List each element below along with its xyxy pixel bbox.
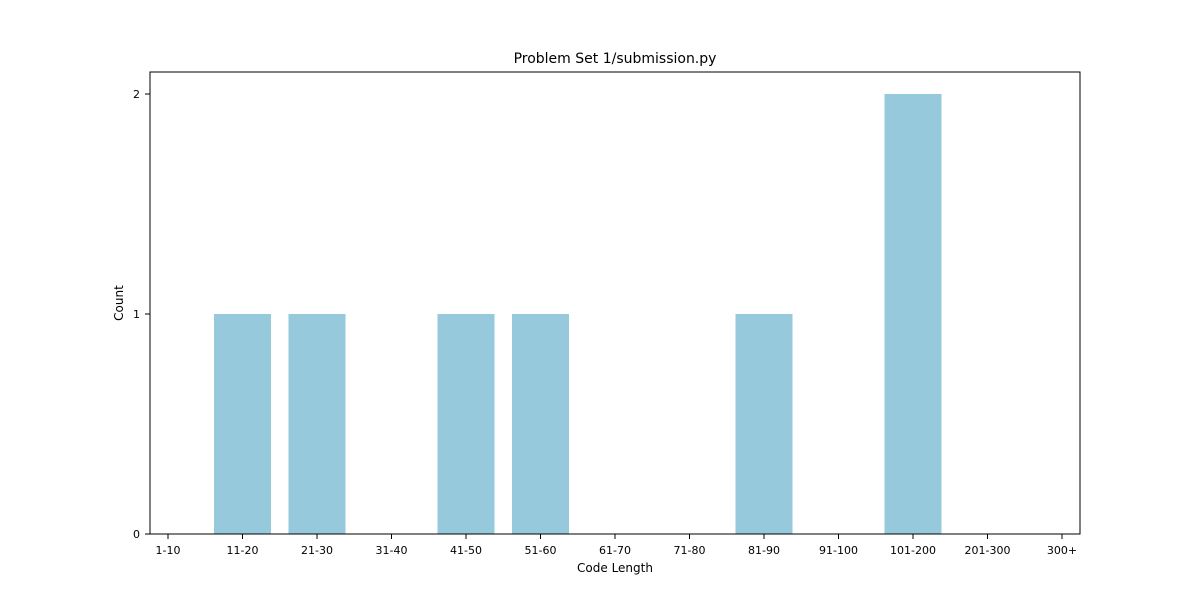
bar-11-20 <box>214 314 271 534</box>
bars-layer <box>214 94 942 534</box>
x-tick-label: 41-50 <box>450 544 482 557</box>
x-tick-label: 1-10 <box>156 544 181 557</box>
x-tick-label: 61-70 <box>599 544 631 557</box>
y-tick-label: 0 <box>133 528 140 541</box>
x-axis-label: Code Length <box>577 561 653 575</box>
x-tick-label: 300+ <box>1047 544 1077 557</box>
x-tick-label: 81-90 <box>748 544 780 557</box>
x-tick-label: 201-300 <box>965 544 1011 557</box>
ticks-layer: 1-10 11-20 21-30 31-40 41-50 51-60 61-70 71-80 8… <box>133 88 1077 557</box>
x-tick-label: 11-20 <box>227 544 259 557</box>
bar-41-50 <box>437 314 495 534</box>
plot-area: 1-10 11-20 21-30 31-40 41-50 51-60 61-70 71-80 8… <box>133 71 1081 557</box>
y-tick-label: 1 <box>133 308 140 321</box>
x-tick-label: 21-30 <box>301 544 333 557</box>
bar-101-200 <box>884 94 942 534</box>
y-axis-label: Count <box>112 285 126 321</box>
x-tick-label: 31-40 <box>376 544 408 557</box>
x-tick-label: 71-80 <box>674 544 706 557</box>
x-tick-label: 101-200 <box>890 544 936 557</box>
bar-81-90 <box>735 314 793 534</box>
bar-21-30 <box>288 314 346 534</box>
x-tick-label: 91-100 <box>819 544 858 557</box>
chart-title: Problem Set 1/submission.py <box>514 51 717 67</box>
x-tick-label: 51-60 <box>525 544 557 557</box>
bar-51-60 <box>512 314 569 534</box>
y-tick-label: 2 <box>133 88 140 101</box>
